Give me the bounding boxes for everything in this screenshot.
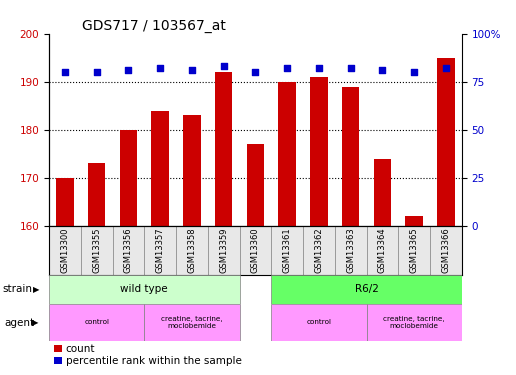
Bar [183, 116, 201, 226]
Bar [247, 144, 264, 226]
Text: creatine, tacrine,
moclobemide: creatine, tacrine, moclobemide [383, 316, 445, 329]
Bar [49, 226, 81, 274]
Text: GSM13300: GSM13300 [60, 227, 69, 273]
Legend: count, percentile rank within the sample: count, percentile rank within the sample [54, 344, 241, 366]
Text: ▶: ▶ [31, 318, 38, 327]
Point [378, 67, 386, 73]
Point [124, 67, 133, 73]
Bar [430, 226, 462, 274]
Text: wild type: wild type [120, 284, 168, 294]
Text: GSM13357: GSM13357 [156, 227, 165, 273]
Point [188, 67, 196, 73]
Text: GSM13366: GSM13366 [442, 227, 450, 273]
Bar [279, 82, 296, 226]
Text: R6/2: R6/2 [354, 284, 379, 294]
Bar [374, 159, 391, 226]
Text: control: control [307, 320, 331, 326]
Point [219, 63, 228, 69]
Text: GSM13356: GSM13356 [124, 227, 133, 273]
Point [251, 69, 260, 75]
Text: GSM13360: GSM13360 [251, 227, 260, 273]
Text: GSM13355: GSM13355 [92, 227, 101, 273]
Text: GSM13358: GSM13358 [187, 227, 197, 273]
Point [61, 69, 69, 75]
Text: GSM13363: GSM13363 [346, 227, 355, 273]
Text: creatine, tacrine,
moclobemide: creatine, tacrine, moclobemide [161, 316, 223, 329]
Text: agent: agent [4, 318, 34, 327]
Text: GSM13359: GSM13359 [219, 227, 228, 273]
Point [347, 65, 355, 71]
Point [442, 65, 450, 71]
Bar [120, 130, 137, 226]
Bar [271, 274, 462, 304]
Point [315, 65, 323, 71]
Bar [88, 164, 105, 226]
Bar [239, 226, 271, 274]
Bar [215, 72, 232, 226]
Bar [271, 226, 303, 274]
Point [156, 65, 164, 71]
Bar [398, 226, 430, 274]
Text: GDS717 / 103567_at: GDS717 / 103567_at [82, 19, 226, 33]
Bar [342, 87, 360, 226]
Bar [406, 216, 423, 226]
Bar [366, 226, 398, 274]
Bar [366, 304, 462, 341]
Bar [56, 178, 74, 226]
Bar [112, 226, 144, 274]
Text: strain: strain [3, 284, 33, 294]
Bar [271, 304, 366, 341]
Bar [144, 304, 239, 341]
Bar [176, 226, 208, 274]
Text: GSM13365: GSM13365 [410, 227, 418, 273]
Bar [437, 58, 455, 226]
Bar [144, 226, 176, 274]
Point [410, 69, 418, 75]
Bar [335, 226, 366, 274]
Text: GSM13364: GSM13364 [378, 227, 387, 273]
Point [92, 69, 101, 75]
Text: ▶: ▶ [33, 285, 39, 294]
Bar [49, 304, 144, 341]
Bar [303, 226, 335, 274]
Text: GSM13361: GSM13361 [283, 227, 292, 273]
Bar [49, 274, 239, 304]
Bar [81, 226, 112, 274]
Bar [310, 77, 328, 226]
Point [283, 65, 292, 71]
Bar [151, 111, 169, 226]
Text: GSM13362: GSM13362 [314, 227, 324, 273]
Bar [208, 226, 239, 274]
Text: control: control [84, 320, 109, 326]
